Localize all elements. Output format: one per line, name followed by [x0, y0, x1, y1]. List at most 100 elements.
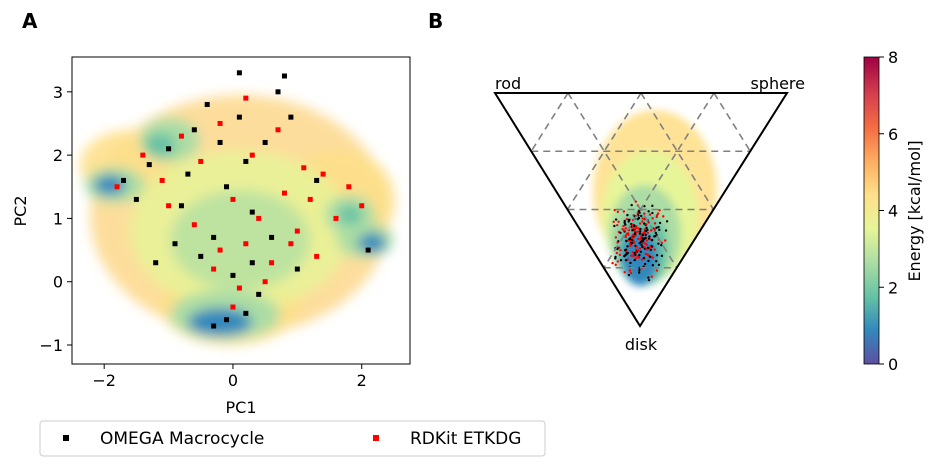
rdkit-point [249, 152, 255, 158]
omega-point [204, 101, 210, 107]
omega-point [172, 241, 178, 247]
rdkit-point [307, 196, 313, 202]
colorbar-tick-label: 6 [888, 125, 898, 144]
omega-point [651, 264, 655, 267]
rdkit-point [243, 241, 249, 247]
omega-point [626, 251, 629, 255]
colorbar: 0 2 4 6 8 Energy [kcal/mol] [863, 48, 924, 374]
legend-label-rdkit: RDKit ETKDG [410, 429, 521, 449]
omega-point [660, 254, 664, 258]
rdkit-point [653, 228, 656, 231]
rdkit-point [243, 95, 249, 101]
density-cloud-a [80, 95, 395, 345]
omega-point [314, 177, 320, 183]
omega-point [646, 246, 650, 250]
omega-point [185, 171, 191, 177]
rdkit-point [634, 200, 638, 203]
rdkit-point [635, 248, 638, 251]
rdkit-point [617, 220, 620, 224]
x-tick-label: 2 [357, 371, 367, 390]
omega-point [646, 228, 649, 232]
rdkit-point [217, 247, 223, 253]
rdkit-point [198, 158, 204, 164]
omega-point [642, 256, 646, 260]
rdkit-point [624, 235, 627, 239]
rdkit-point [178, 133, 184, 139]
y-tick-label: 1 [53, 209, 63, 228]
scatter-markers-a [114, 70, 371, 329]
omega-point [630, 203, 633, 207]
rdkit-point [619, 249, 622, 252]
omega-point [658, 221, 662, 225]
omega-point [634, 253, 637, 256]
omega-point [625, 239, 628, 243]
omega-point [655, 253, 659, 257]
y-tick-label: −1 [39, 336, 63, 355]
rdkit-point [635, 226, 638, 230]
colorbar-ticks: 0 2 4 6 8 [879, 48, 898, 374]
omega-point [211, 323, 217, 329]
ternary-gridline [640, 92, 715, 210]
omega-point [243, 158, 249, 164]
rdkit-point [346, 184, 352, 190]
rdkit-point [643, 212, 646, 215]
omega-point [654, 231, 658, 235]
axes-a: −2 0 2 −1 0 1 2 3 [39, 83, 366, 390]
rdkit-point [612, 220, 615, 224]
colorbar-tick-label: 8 [888, 48, 898, 67]
omega-point [627, 273, 631, 277]
rdkit-point [656, 212, 660, 215]
legend-box [39, 420, 546, 457]
rdkit-point [647, 221, 650, 224]
rdkit-point [637, 249, 640, 252]
omega-point [638, 269, 641, 272]
rdkit-point [230, 196, 236, 202]
rdkit-point [275, 127, 281, 133]
rdkit-point [140, 152, 146, 158]
omega-point [198, 253, 204, 259]
panel-a: −2 0 2 −1 0 1 2 3 PC1 PC2 [11, 56, 411, 417]
x-axis-label: PC1 [226, 398, 257, 417]
ternary-gridline [566, 92, 642, 210]
rdkit-point [632, 227, 636, 230]
omega-point [623, 219, 626, 223]
rdkit-point [632, 240, 636, 243]
plot-frame-a [71, 56, 411, 365]
omega-point [365, 247, 371, 253]
rdkit-point [159, 177, 165, 183]
omega-point [624, 258, 628, 262]
rdkit-point [637, 237, 640, 241]
rdkit-point [644, 242, 647, 245]
ternary-gridline [567, 92, 678, 269]
rdkit-point [631, 251, 634, 254]
rdkit-point [114, 184, 120, 190]
omega-point [638, 232, 642, 235]
rdkit-point [629, 243, 632, 246]
colorbar-tick-label: 0 [888, 355, 898, 374]
omega-point [619, 231, 622, 235]
omega-point [655, 259, 658, 263]
omega-point [626, 245, 629, 248]
rdkit-point [644, 252, 648, 256]
colorbar-label: Energy [kcal/mol] [905, 140, 924, 281]
rdkit-point [637, 227, 640, 230]
omega-point [614, 257, 617, 260]
omega-point [631, 238, 634, 242]
density-cloud-b [593, 110, 717, 286]
rdkit-point [294, 228, 300, 234]
omega-point [639, 227, 642, 231]
omega-point [269, 234, 275, 240]
rdkit-point [622, 229, 626, 232]
legend-marker-rdkit [373, 435, 379, 441]
omega-point [651, 211, 654, 215]
rdkit-point [646, 253, 649, 256]
omega-point [236, 70, 242, 76]
rdkit-point [320, 171, 326, 177]
ternary-grid [530, 92, 751, 269]
omega-point [637, 271, 641, 274]
rdkit-point [256, 215, 262, 221]
rdkit-point [614, 236, 618, 239]
omega-point [638, 211, 641, 214]
omega-point [637, 214, 640, 217]
